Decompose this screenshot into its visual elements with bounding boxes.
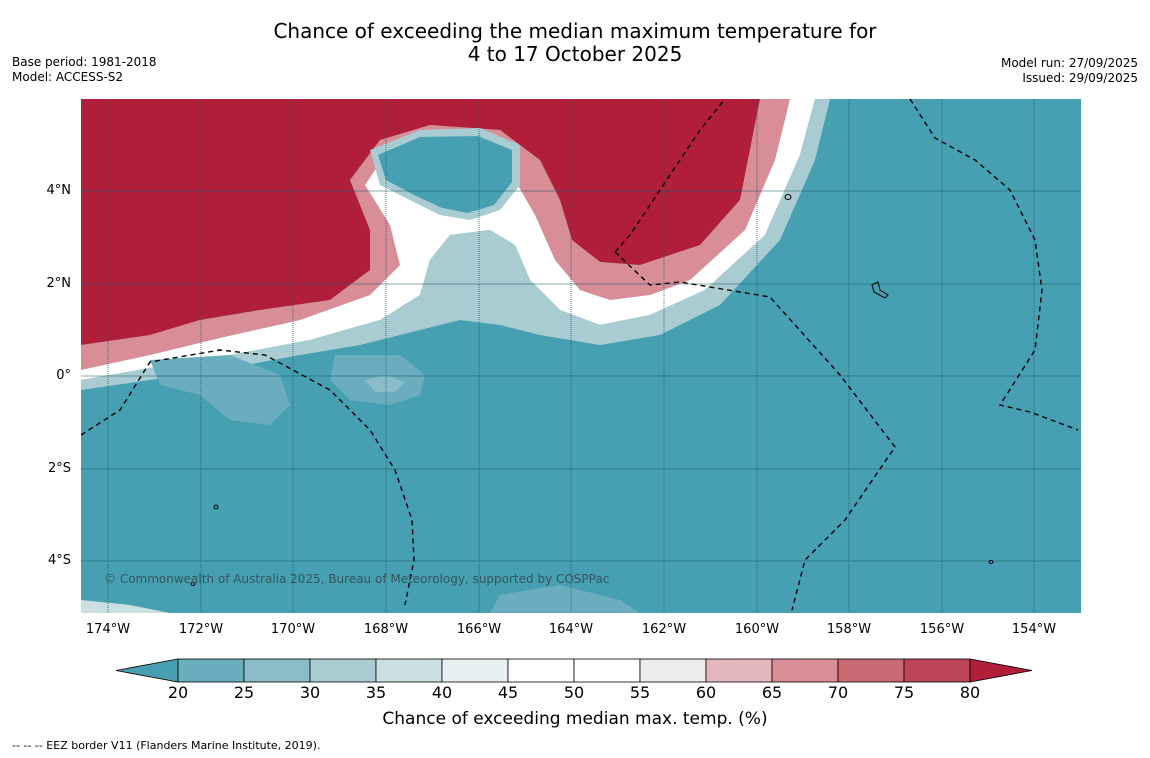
colorbar-segment xyxy=(375,658,443,683)
colorbar-tick-label: 45 xyxy=(497,683,519,702)
lon-label-160w: 160°W xyxy=(734,622,780,637)
colorbar-tick-label: 25 xyxy=(233,683,255,702)
colorbar-segment xyxy=(705,658,773,683)
colorbar-segment xyxy=(639,658,707,683)
lon-label-170w: 170°W xyxy=(270,622,316,637)
colorbar-segment xyxy=(243,658,311,683)
colorbar-tick-label: 75 xyxy=(893,683,915,702)
map-title-line2: 4 to 17 October 2025 xyxy=(467,42,683,66)
colorbar-tick-label: 60 xyxy=(695,683,717,702)
colorbar-tick-label: 55 xyxy=(629,683,651,702)
map-title-line1: Chance of exceeding the median maximum t… xyxy=(273,19,877,43)
colorbar-segment xyxy=(309,658,377,683)
colorbar xyxy=(115,658,1033,683)
eez-footnote: -- -- -- EEZ border V11 (Flanders Marine… xyxy=(12,739,321,752)
probability-field xyxy=(81,99,1081,613)
colorbar-tick-label: 70 xyxy=(827,683,849,702)
colorbar-tick-label: 80 xyxy=(959,683,981,702)
lon-label-168w: 168°W xyxy=(363,622,409,637)
lat-label-0: 0° xyxy=(56,368,71,383)
model-name: Model: ACCESS-S2 xyxy=(12,70,124,84)
colorbar-tick-label: 20 xyxy=(167,683,189,702)
lon-label-172w: 172°W xyxy=(178,622,224,637)
lon-label-158w: 158°W xyxy=(826,622,872,637)
lon-label-162w: 162°W xyxy=(641,622,687,637)
colorbar-tick-label: 40 xyxy=(431,683,453,702)
lon-label-174w: 174°W xyxy=(85,622,131,637)
colorbar-tick-label: 35 xyxy=(365,683,387,702)
base-period: Base period: 1981-2018 xyxy=(12,55,157,69)
colorbar-segment xyxy=(903,658,971,683)
lat-label-4s: 4°S xyxy=(47,553,71,568)
colorbar-tick-label: 65 xyxy=(761,683,783,702)
issued-date: Issued: 29/09/2025 xyxy=(1022,71,1138,85)
lon-label-156w: 156°W xyxy=(919,622,965,637)
lat-label-2n: 2°N xyxy=(46,276,72,291)
lon-label-164w: 164°W xyxy=(548,622,594,637)
lat-label-2s: 2°S xyxy=(47,461,71,476)
colorbar-segment xyxy=(771,658,839,683)
colorbar-tick-label: 30 xyxy=(299,683,321,702)
model-run: Model run: 27/09/2025 xyxy=(1000,56,1138,70)
colorbar-segment xyxy=(177,658,245,683)
colorbar-segment xyxy=(837,658,905,683)
colorbar-arrow-low xyxy=(115,658,179,683)
copyright-notice: © Commonwealth of Australia 2025, Bureau… xyxy=(104,572,610,586)
colorbar-segment xyxy=(441,658,509,683)
colorbar-segment xyxy=(573,658,641,683)
lon-label-154w: 154°W xyxy=(1011,622,1057,637)
lat-label-4n: 4°N xyxy=(46,183,72,198)
colorbar-tick-label: 50 xyxy=(563,683,585,702)
lon-label-166w: 166°W xyxy=(456,622,502,637)
colorbar-title: Chance of exceeding median max. temp. (%… xyxy=(382,709,768,729)
colorbar-arrow-high xyxy=(969,658,1033,683)
colorbar-segment xyxy=(507,658,575,683)
